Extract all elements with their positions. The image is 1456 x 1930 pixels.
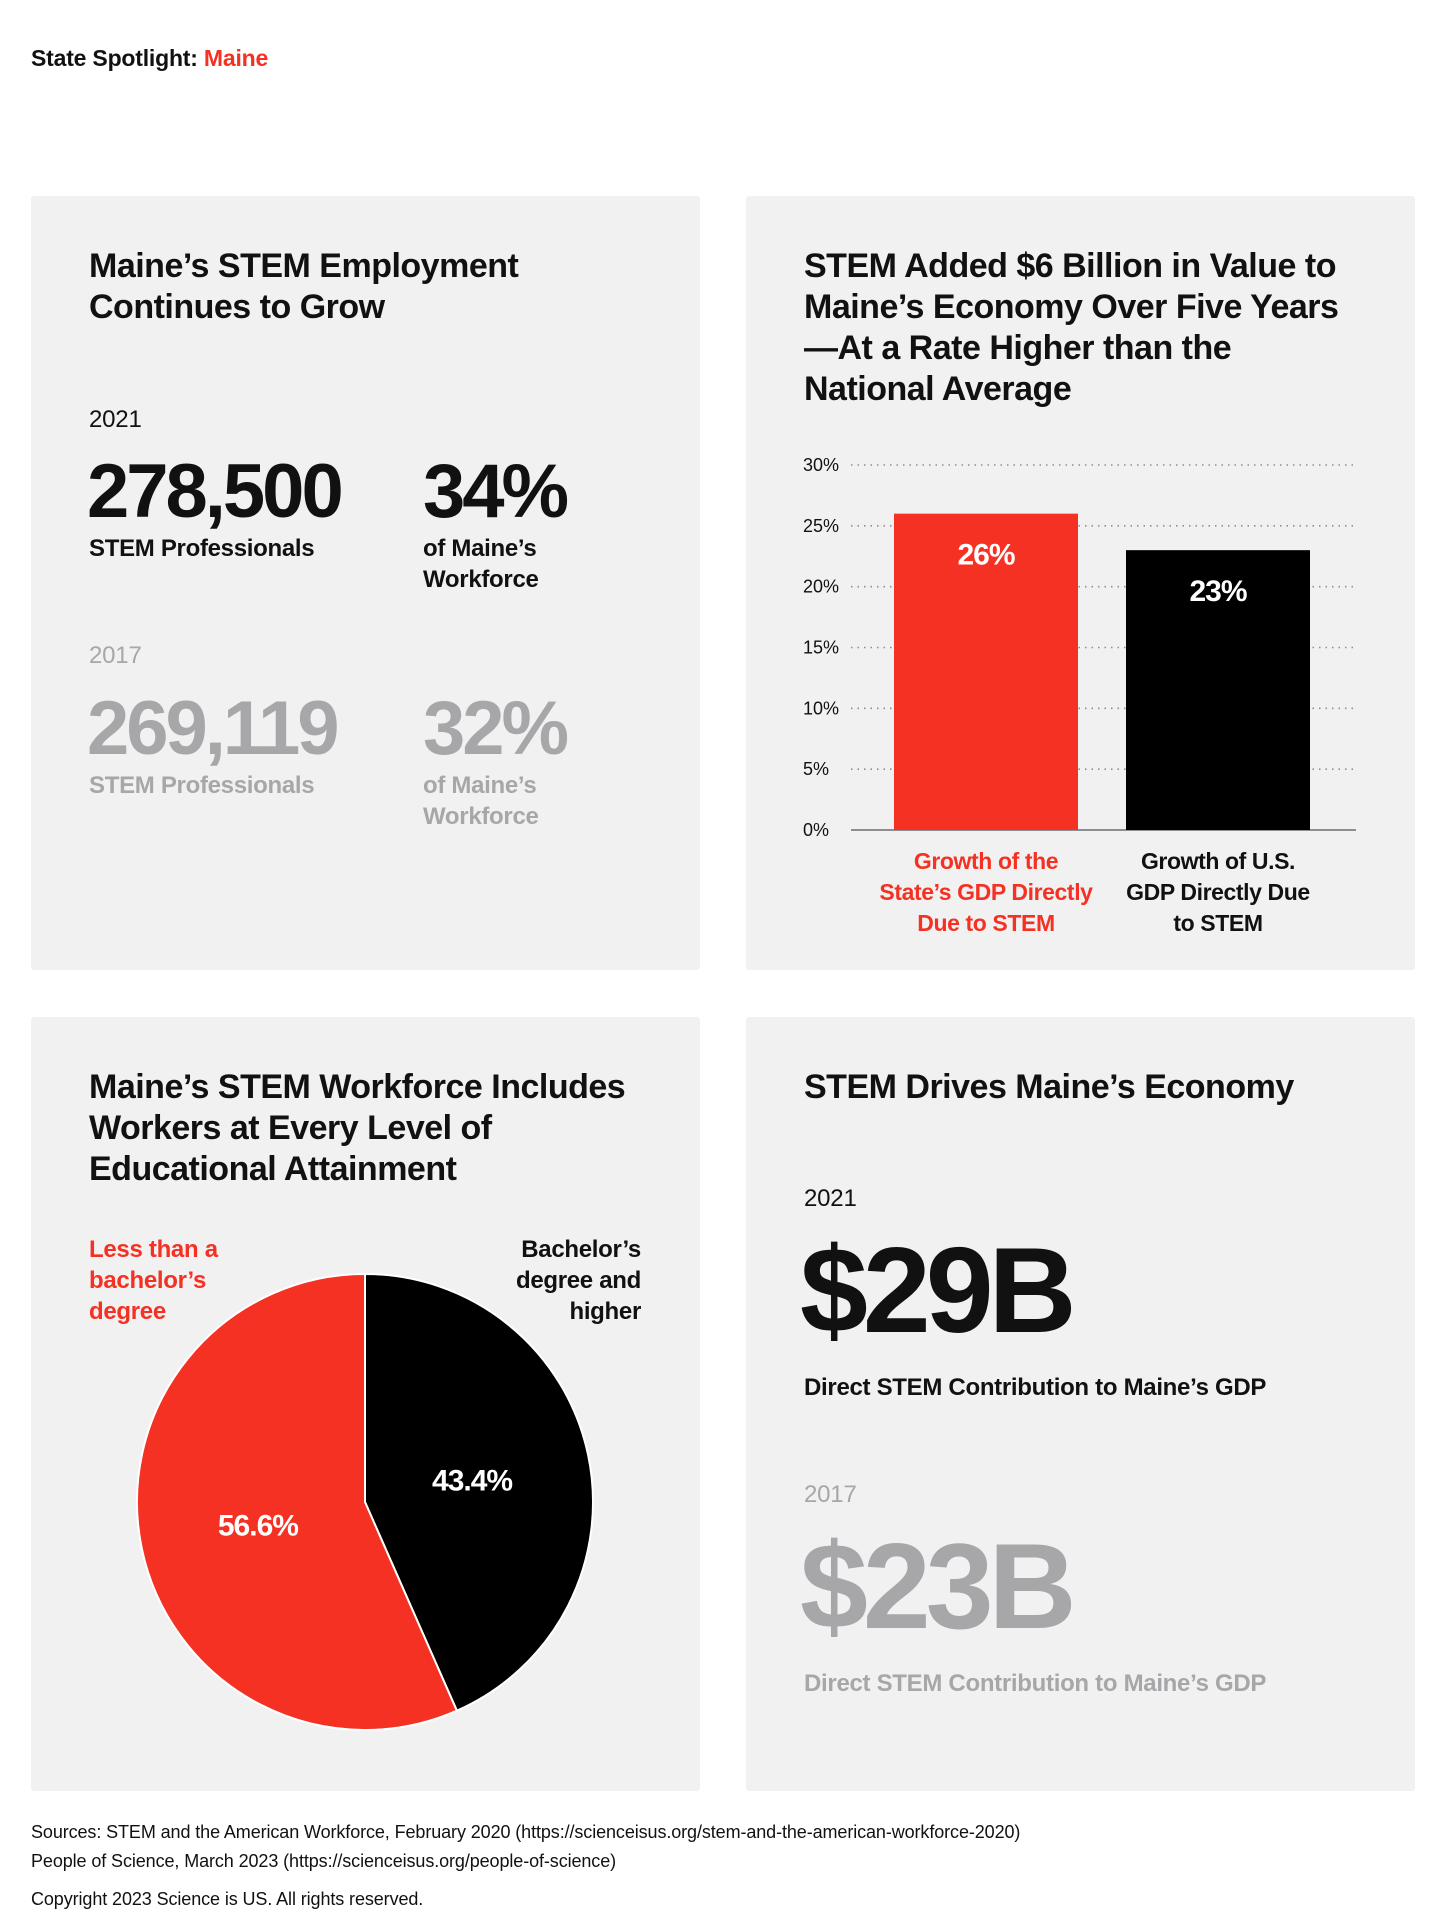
economy-current-value: $29B (800, 1222, 1077, 1358)
pie-legend-less-than-bachelors: Less than a bachelor’s degree (89, 1234, 259, 1327)
pie-legend-line: bachelor’s (89, 1267, 207, 1294)
pie-legend-bachelors-and-higher: Bachelor’s degree and higher (441, 1234, 641, 1327)
employment-current-year: 2021 (89, 406, 142, 433)
bar-value-label: 26% (957, 539, 1014, 572)
y-tick-label: 0% (803, 820, 829, 840)
employment-current-share: 34% (423, 449, 569, 534)
x-category-label: GDP Directly Due (1126, 879, 1310, 905)
bar-1 (894, 513, 1078, 830)
footer-source-1: Sources: STEM and the American Workforce… (31, 1822, 1021, 1842)
y-tick-label: 15% (803, 638, 839, 658)
pie-legend-line: degree (89, 1298, 166, 1325)
x-category-label: State’s GDP Directly (879, 879, 1093, 905)
footer-copyright: Copyright 2023 Science is US. All rights… (31, 1889, 424, 1909)
economy-card: STEM Drives Maine’s Economy 2021 $29B Di… (746, 1017, 1415, 1791)
pie-slice-1 (136, 1272, 459, 1731)
economy-title: STEM Drives Maine’s Economy (804, 1068, 1294, 1106)
education-title: Maine’s STEM Workforce Includes Workers … (89, 1068, 626, 1188)
economy-previous-value: $23B (800, 1518, 1077, 1654)
x-category-label: Due to STEM (917, 910, 1054, 936)
page-title-prefix: State Spotlight: (31, 45, 204, 71)
employment-previous-count: 269,119 (87, 686, 340, 771)
pie-value-label: 43.4% (432, 1464, 512, 1497)
employment-current-count-label: STEM Professionals (89, 535, 315, 562)
employment-previous-year: 2017 (89, 642, 142, 669)
page-title: State Spotlight: Maine (31, 45, 268, 72)
pie-legend-line: Less than a (89, 1236, 218, 1263)
employment-current-count: 278,500 (87, 449, 344, 534)
pie-legend-line: Bachelor’s (521, 1236, 641, 1263)
employment-previous-share-label: of Maine’s Workforce (423, 772, 539, 830)
y-tick-label: 25% (803, 516, 839, 536)
economy-previous-year: 2017 (804, 1481, 857, 1508)
economy-current-year: 2021 (804, 1185, 857, 1212)
y-tick-label: 30% (803, 455, 839, 475)
page-title-state: Maine (203, 45, 269, 71)
y-tick-label: 10% (803, 698, 839, 718)
pie-legend-line: degree and (515, 1267, 641, 1294)
gdp-growth-card: STEM Added $6 Billion in Value to Maine’… (746, 196, 1415, 970)
pie-legend-line: higher (569, 1298, 641, 1325)
employment-previous-share: 32% (423, 686, 569, 771)
x-category-label: Growth of U.S. (1141, 848, 1295, 874)
bar-value-label: 23% (1189, 575, 1246, 608)
employment-previous-count-label: STEM Professionals (89, 772, 315, 799)
pie-slice-2 (364, 1272, 594, 1712)
employment-current-share-label: of Maine’s Workforce (423, 535, 539, 593)
x-category-label: Growth of the (914, 848, 1058, 874)
education-card: Maine’s STEM Workforce Includes Workers … (31, 1017, 700, 1791)
education-pie-chart: 43.4% 56.6% (136, 1272, 594, 1731)
bar-2 (1126, 550, 1310, 830)
economy-current-label: Direct STEM Contribution to Maine’s GDP (804, 1374, 1267, 1401)
footer-source-2: People of Science, March 2023 (https://s… (31, 1851, 617, 1871)
gdp-growth-title: STEM Added $6 Billion in Value to Maine’… (804, 247, 1339, 408)
pie-value-label: 56.6% (218, 1510, 298, 1543)
employment-card: Maine’s STEM Employment Continues to Gro… (31, 196, 700, 970)
gdp-growth-bar-chart: 0% 5% 10% 15% 20% 25% 30% 26% Growth of the State… (803, 455, 1356, 936)
x-category-label: to STEM (1173, 910, 1262, 936)
y-tick-label: 5% (803, 759, 829, 779)
y-tick-label: 20% (803, 577, 839, 597)
employment-title: Maine’s STEM Employment Continues to Gro… (89, 247, 519, 326)
economy-previous-label: Direct STEM Contribution to Maine’s GDP (804, 1670, 1267, 1697)
